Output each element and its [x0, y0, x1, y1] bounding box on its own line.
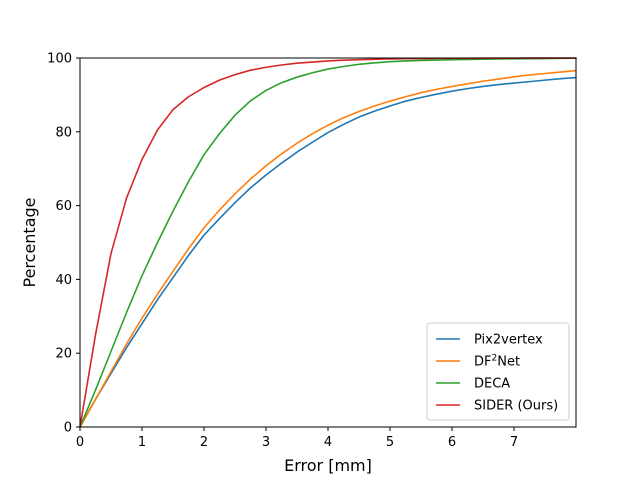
x-tick-label: 2 [200, 435, 208, 450]
legend-entries: Pix2vertex DF2Net DECA SIDER (Ours) [436, 333, 558, 414]
legend: Pix2vertex DF2Net DECA SIDER (Ours) [426, 322, 570, 421]
x-tick-label: 1 [138, 435, 146, 450]
y-tick-label: 100 [47, 52, 72, 67]
legend-label-3: SIDER (Ours) [474, 399, 558, 414]
series-line-0 [79, 76, 577, 428]
legend-label-0: Pix2vertex [474, 333, 543, 348]
y-tick-label: 20 [55, 347, 72, 362]
series-layer [79, 57, 577, 428]
y-tick-label: 80 [55, 125, 72, 140]
x-tick-label: 4 [324, 435, 332, 450]
x-axis-label: Error [mm] [284, 456, 372, 475]
x-axis-ticks: 0 1 2 3 4 5 6 7 [76, 427, 518, 450]
x-tick-label: 5 [386, 435, 394, 450]
legend-label-1: DF2Net [474, 354, 520, 370]
x-tick-label: 7 [510, 435, 518, 450]
x-tick-label: 3 [262, 435, 270, 450]
x-tick-label: 6 [448, 435, 456, 450]
x-tick-label: 0 [76, 435, 84, 450]
y-tick-label: 60 [55, 199, 72, 214]
series-line-2 [79, 57, 577, 428]
series-line-1 [79, 69, 577, 428]
y-tick-label: 40 [55, 273, 72, 288]
y-axis-ticks: 0 20 40 60 80 100 [47, 52, 80, 436]
y-axis-label: Percentage [20, 197, 39, 287]
y-tick-label: 0 [64, 421, 72, 436]
legend-label-2: DECA [474, 377, 510, 392]
legend-box [426, 322, 570, 421]
